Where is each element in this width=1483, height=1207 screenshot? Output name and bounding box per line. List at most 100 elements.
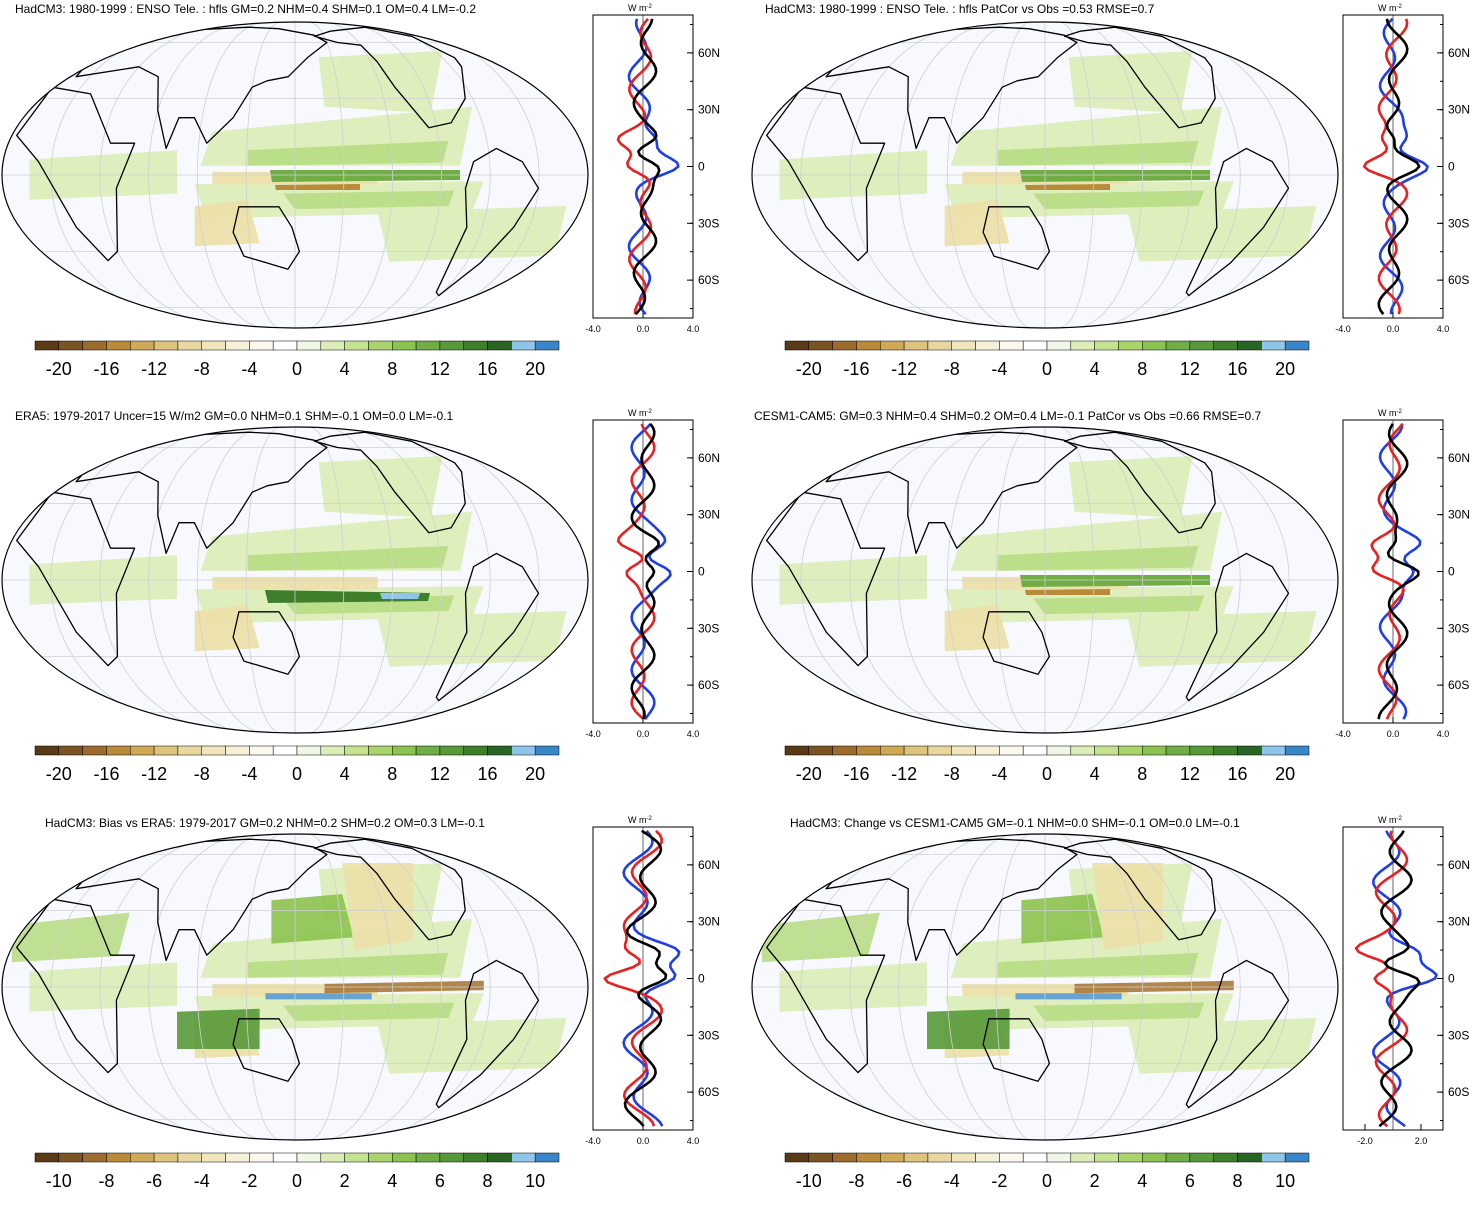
graticule-line	[335, 834, 442, 1140]
colorbar-swatch	[534, 745, 560, 756]
colorbar-swatch	[951, 340, 976, 351]
zonal-line	[616, 17, 653, 315]
colorbar-swatch	[1237, 745, 1262, 756]
lat-tick-label: 30N	[698, 508, 720, 522]
graticule-line	[1099, 834, 1241, 1140]
colorbar-swatch	[177, 1152, 202, 1163]
graticule-line	[1085, 427, 1192, 733]
colorbar-tick-label: -12	[141, 359, 167, 379]
zonal-line	[630, 423, 660, 720]
coastline	[232, 611, 301, 675]
colorbar-tick-label: -4	[194, 1171, 210, 1191]
coastline	[1185, 552, 1290, 702]
colorbar-swatch	[463, 1152, 488, 1163]
field-patch	[944, 604, 1010, 652]
colorbar-swatch	[880, 340, 905, 351]
panel-title: HadCM3: 1980-1999 : ENSO Tele. : hfls GM…	[15, 2, 476, 16]
graticule-line	[946, 427, 1018, 733]
field-patch	[247, 952, 449, 978]
colorbar-swatch	[856, 340, 881, 351]
zonal-line	[1370, 422, 1405, 720]
graticule-line	[1072, 834, 1144, 1140]
graticule-line	[849, 427, 991, 733]
colorbar-swatch	[975, 1152, 1000, 1163]
zonal-unit-superscript: -2	[1397, 816, 1403, 822]
panel-cesm1-cam5: CESM1-CAM5: GM=0.3 NHM=0.4 SHM=0.2 OM=0.…	[750, 405, 1480, 800]
field-patch	[997, 545, 1199, 571]
zonal-unit-label: W m-2	[1378, 408, 1402, 418]
zonal-unit-superscript: -2	[647, 409, 653, 415]
map-border	[751, 426, 1339, 734]
colorbar-swatch	[439, 340, 464, 351]
colorbar-swatch	[130, 340, 155, 351]
graticule-line	[245, 22, 282, 328]
field-patch	[283, 190, 455, 210]
world-map	[1, 833, 589, 1141]
colorbar-swatch	[130, 1152, 155, 1163]
colorbar-tick-label: -2	[241, 1171, 257, 1191]
colorbar-tick-label: 8	[387, 359, 397, 379]
coastline	[313, 838, 466, 941]
colorbar-tick-label: -2	[991, 1171, 1007, 1191]
graticule-line	[196, 22, 268, 328]
lat-tick-label: 60N	[698, 46, 720, 60]
colorbar-swatch	[368, 1152, 393, 1163]
lat-tick-label: 0	[1448, 972, 1455, 986]
colorbar-swatch	[808, 340, 833, 351]
x-tick-label: 0.0	[637, 324, 650, 334]
coastline	[16, 491, 136, 667]
colorbar: -10 -8 -6 -4 -2 0 2 4 6 8 10	[784, 1152, 1310, 1191]
lat-tick-label: 60S	[698, 1085, 719, 1099]
panel-title: HadCM3: Bias vs ERA5: 1979-2017 GM=0.2 N…	[45, 816, 485, 830]
colorbar-tick-label: -10	[796, 1171, 822, 1191]
colorbar-tick-label: -20	[796, 764, 822, 784]
colorbar-swatch	[106, 1152, 131, 1163]
graticule-line	[196, 834, 268, 1140]
map-border	[1, 833, 589, 1141]
coastline	[16, 86, 136, 262]
coastline	[825, 431, 1078, 555]
lat-tick-label: 30S	[698, 216, 719, 230]
panel-hadcm3-bias: HadCM3: Bias vs ERA5: 1979-2017 GM=0.2 N…	[0, 812, 730, 1207]
colorbar-swatch	[415, 1152, 441, 1163]
colorbar-swatch	[1046, 745, 1072, 756]
zonal-mean-plot: W m-2 60N 30N 0 30S 60S -4.0 0.0 4.0	[585, 3, 720, 334]
map-border	[1, 21, 589, 329]
colorbar-swatch	[808, 1152, 833, 1163]
lat-tick-label: 60N	[1448, 451, 1470, 465]
zonal-mean-plot: W m-2 60N 30N 0 30S 60S -4.0 0.0 4.0	[1335, 408, 1470, 739]
colorbar-swatch	[153, 745, 179, 756]
colorbar-swatch	[1022, 1152, 1048, 1163]
zonal-line	[603, 829, 663, 1127]
colorbar-tick-label: 0	[1042, 764, 1052, 784]
field-patch	[1021, 894, 1104, 944]
colorbar-swatch	[439, 1152, 464, 1163]
field-patch	[270, 170, 460, 182]
colorbar-tick-label: 6	[435, 1171, 445, 1191]
field-patch	[11, 912, 130, 963]
colorbar-swatch	[1022, 745, 1048, 756]
graticule-line	[898, 427, 1005, 733]
colorbar-swatch	[903, 1152, 929, 1163]
colorbar-swatch	[415, 745, 441, 756]
x-tick-label: 4.0	[687, 729, 700, 739]
colorbar-swatch	[392, 1152, 417, 1163]
colorbar-swatch	[511, 745, 536, 756]
graticule-line	[99, 834, 241, 1140]
graticule-line	[995, 834, 1032, 1140]
colorbar-tick-label: 20	[525, 764, 545, 784]
zonal-unit-label: W m-2	[628, 3, 652, 13]
colorbar-tick-label: 12	[430, 359, 450, 379]
colorbar-swatch	[1118, 340, 1143, 351]
x-tick-label: 0.0	[1387, 324, 1400, 334]
lat-tick-label: 0	[698, 972, 705, 986]
colorbar-tick-label: 0	[292, 764, 302, 784]
coastline	[1063, 431, 1216, 534]
lat-tick-label: 30N	[698, 915, 720, 929]
colorbar-tick-label: 4	[1090, 359, 1100, 379]
graticule-line	[245, 834, 282, 1140]
colorbar-swatch	[130, 745, 155, 756]
map-border	[751, 21, 1339, 329]
field-patch	[944, 199, 1010, 247]
x-tick-label: 4.0	[687, 1136, 700, 1146]
